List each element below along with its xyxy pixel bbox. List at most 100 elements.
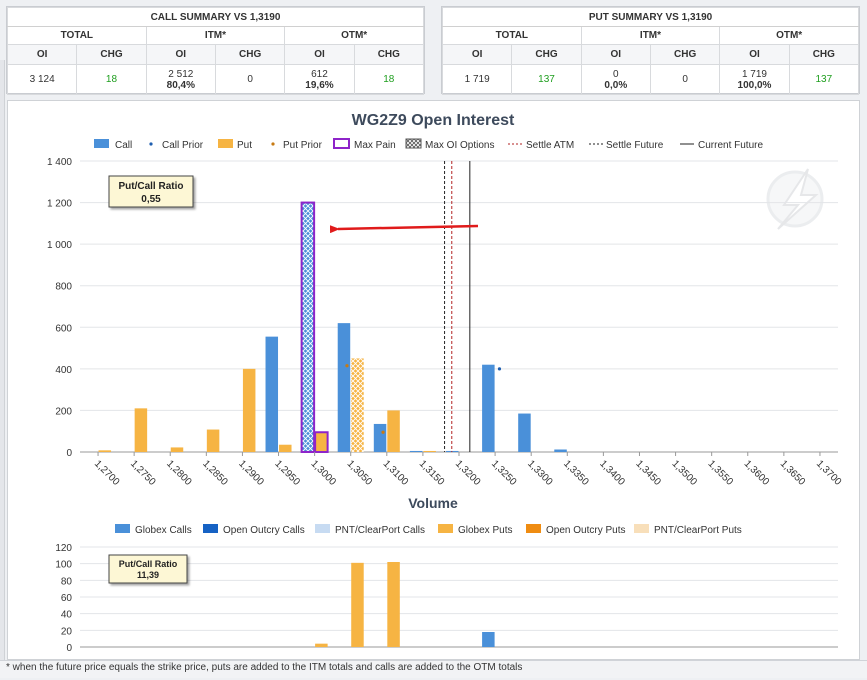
- max-pain-arrow: [329, 224, 479, 234]
- put-bar[interactable]: [134, 408, 148, 452]
- legend-item-call[interactable]: Call: [94, 139, 132, 151]
- call-hdr-chg: CHG: [214, 44, 286, 65]
- oi-x-tick-label: 1,3550: [706, 458, 736, 488]
- volume-legend-label: PNT/ClearPort Calls: [335, 525, 425, 536]
- call-summary-panel: CALL SUMMARY VS 1,3190 TOTAL ITM* OTM* O…: [6, 6, 425, 95]
- legend-put-prior-label: Put Prior: [283, 140, 323, 151]
- put-total-chg: 137: [511, 64, 582, 95]
- volume-legend-item[interactable]: PNT/ClearPort Puts: [634, 524, 742, 536]
- legend-item-put[interactable]: Put: [218, 139, 252, 151]
- call-hdr-oi: OI: [6, 44, 78, 65]
- volume-legend-item[interactable]: Globex Calls: [115, 524, 192, 536]
- call-prior-point: [497, 367, 502, 371]
- legend-item-settle-atm[interactable]: Settle ATM: [508, 140, 574, 151]
- call-bar[interactable]: [554, 449, 567, 452]
- oi-y-tick-label: 200: [55, 406, 72, 417]
- legend-item-call-prior[interactable]: Call Prior: [149, 140, 204, 151]
- oi-y-tick-label: 1 000: [47, 240, 72, 251]
- oi-y-tick-label: 600: [55, 323, 72, 334]
- volume-put-bar[interactable]: [387, 562, 400, 647]
- legend-item-max-pain[interactable]: Max Pain: [333, 138, 396, 151]
- call-prior-swatch: [149, 142, 153, 146]
- put-otm-chg: 137: [788, 64, 860, 95]
- call-bar[interactable]: [482, 364, 495, 452]
- call-bar[interactable]: [409, 450, 423, 452]
- legend-settle-future-label: Settle Future: [606, 140, 664, 151]
- put-itm-chg: 0: [649, 64, 721, 95]
- oi-x-tick-label: 1,3650: [778, 458, 808, 488]
- left-panel-edge: [0, 60, 5, 660]
- volume-chart-title: Volume: [408, 495, 458, 511]
- oi-gridlines: [80, 160, 838, 453]
- put-total-oi: 1 719: [441, 64, 513, 95]
- put-hdr-oi: OI: [580, 44, 651, 65]
- watermark-circle: [766, 170, 824, 228]
- put-bar[interactable]: [206, 429, 220, 452]
- call-group-otm: OTM*: [284, 26, 424, 45]
- oi-x-tick-label: 1,3150: [417, 458, 447, 488]
- call-itm-oi-cell: 2 512 80,4%: [145, 64, 216, 95]
- volume-legend-swatch: [634, 524, 649, 533]
- volume-legend-label: PNT/ClearPort Puts: [654, 525, 742, 536]
- put-bar[interactable]: [423, 450, 436, 452]
- put-bar[interactable]: [279, 444, 292, 452]
- put-itm-pct: 0,0%: [604, 79, 628, 91]
- oi-x-tick-label: 1,3200: [453, 458, 483, 488]
- oi-y-tick-label: 0: [66, 448, 72, 459]
- legend-max-oi-label: Max OI Options: [425, 140, 494, 151]
- legend-item-max-oi-options[interactable]: Max OI Options: [405, 138, 494, 151]
- legend-item-settle-future[interactable]: Settle Future: [589, 140, 664, 151]
- oi-y-tick-label: 1 400: [47, 157, 72, 168]
- charts-svg: WG2Z9 Open Interest Call Call Prior Put: [47, 112, 844, 654]
- call-bar[interactable]: [373, 423, 387, 452]
- put-bar[interactable]: [98, 450, 112, 452]
- watermark-bolt: [777, 168, 819, 230]
- vol-pcr-bg: [108, 554, 188, 584]
- put-summary-title: PUT SUMMARY VS 1,3190: [442, 7, 859, 27]
- volume-legend-item[interactable]: Globex Puts: [438, 524, 512, 536]
- put-group-total: TOTAL: [442, 26, 582, 45]
- vol-pcr-value: 11,39: [137, 570, 159, 580]
- call-bar[interactable]: [337, 323, 351, 452]
- volume-put-bar[interactable]: [351, 562, 364, 647]
- legend-settle-atm-label: Settle ATM: [526, 140, 574, 151]
- call-otm-oi-cell: 612 19,6%: [284, 64, 355, 95]
- oi-x-tick-label: 1,3050: [345, 458, 375, 488]
- legend-item-put-prior[interactable]: Put Prior: [271, 140, 323, 151]
- oi-x-tick-label: 1,3500: [669, 458, 699, 488]
- call-hdr-chg: CHG: [76, 44, 147, 65]
- volume-y-tick-label: 80: [61, 576, 73, 587]
- volume-legend-swatch: [526, 524, 541, 533]
- put-bar[interactable]: [242, 368, 256, 452]
- call-bar[interactable]: [300, 201, 316, 453]
- legend-call-prior-label: Call Prior: [162, 140, 204, 151]
- put-bar[interactable]: [387, 410, 400, 452]
- volume-bars: [315, 562, 495, 647]
- max-pain-swatch: [333, 138, 350, 149]
- oi-put-call-ratio-box: Put/Call Ratio 0,55: [108, 175, 194, 208]
- oi-x-tick-label: 1,3400: [597, 458, 627, 488]
- oi-x-tick-label: 1,3600: [742, 458, 772, 488]
- put-bar[interactable]: [314, 431, 329, 453]
- volume-call-bar[interactable]: [482, 632, 495, 647]
- put-hdr-chg: CHG: [788, 44, 860, 65]
- call-total-oi: 3 124: [6, 64, 78, 95]
- put-bar[interactable]: [170, 447, 184, 452]
- call-swatch: [94, 139, 109, 148]
- volume-put-bar[interactable]: [315, 643, 328, 647]
- put-bar[interactable]: [351, 358, 364, 452]
- oi-x-tick-label: 1,3000: [308, 458, 338, 488]
- volume-legend-item[interactable]: PNT/ClearPort Calls: [315, 524, 425, 536]
- put-hdr-chg: CHG: [649, 44, 721, 65]
- volume-legend-item[interactable]: Open Outcry Puts: [526, 524, 625, 536]
- call-itm-oi: 2 512: [168, 68, 194, 80]
- oi-y-tick-label: 1 200: [47, 199, 72, 210]
- volume-legend-item[interactable]: Open Outcry Calls: [203, 524, 305, 536]
- call-bar[interactable]: [265, 336, 279, 452]
- call-bar[interactable]: [518, 413, 531, 452]
- legend-item-current-future[interactable]: Current Future: [680, 140, 763, 151]
- call-group-itm: ITM*: [145, 26, 286, 45]
- oi-y-tick-label: 400: [55, 365, 72, 376]
- oi-pcr-bg: [108, 175, 194, 208]
